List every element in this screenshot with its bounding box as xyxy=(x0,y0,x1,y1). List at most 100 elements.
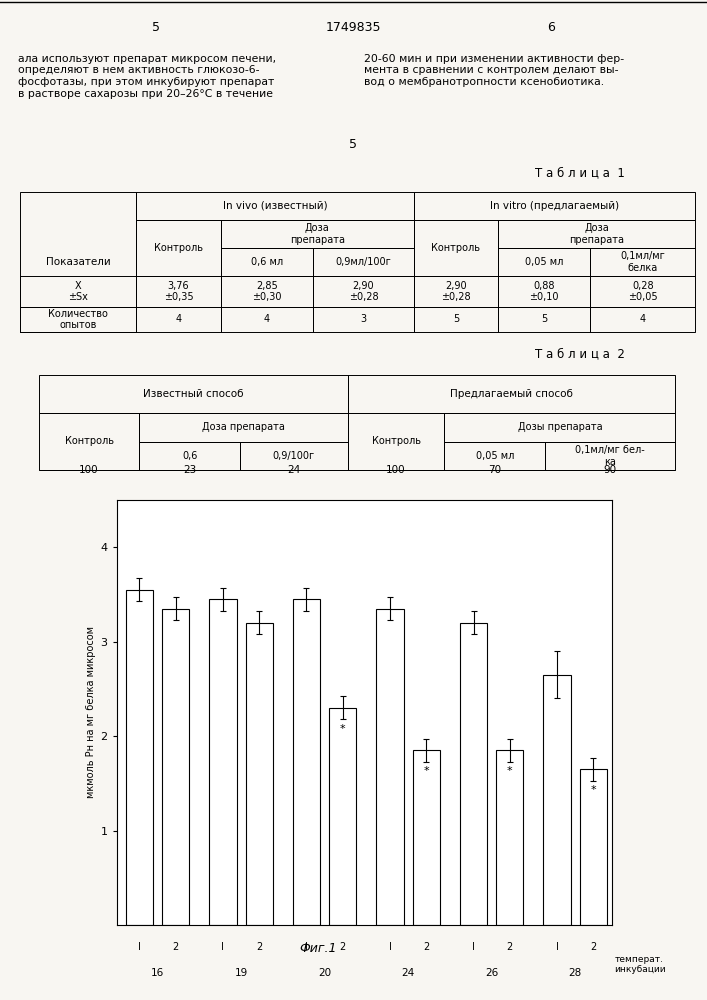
Text: In vitro (предлагаемый): In vitro (предлагаемый) xyxy=(490,201,619,211)
Bar xyxy=(544,675,571,925)
Text: 2: 2 xyxy=(590,942,597,952)
Bar xyxy=(39,413,139,470)
Text: 20-60 мин и при изменении активности фер-
мента в сравнении с контролем делают в: 20-60 мин и при изменении активности фер… xyxy=(364,54,624,87)
Text: 100: 100 xyxy=(386,465,406,475)
Text: Предлагаемый способ: Предлагаемый способ xyxy=(450,389,573,399)
Text: 20: 20 xyxy=(318,968,331,978)
Text: 5: 5 xyxy=(151,21,160,34)
Bar xyxy=(414,220,498,276)
Text: Дозы препарата: Дозы препарата xyxy=(518,422,602,432)
Text: ала используют препарат микросом печени,
определяют в нем активность глюкозо-6-
: ала используют препарат микросом печени,… xyxy=(18,54,276,99)
Text: температ.
инкубации: температ. инкубации xyxy=(614,955,666,974)
Text: 2,90
±0,28: 2,90 ±0,28 xyxy=(441,281,471,302)
Bar xyxy=(136,192,414,220)
Bar xyxy=(590,276,695,307)
Text: Доза
препарата: Доза препарата xyxy=(569,223,624,245)
Text: 2: 2 xyxy=(339,942,346,952)
Bar xyxy=(313,276,414,307)
Bar xyxy=(39,375,348,413)
Bar xyxy=(136,220,221,276)
Text: 19: 19 xyxy=(235,968,247,978)
Text: 5: 5 xyxy=(452,314,459,324)
Bar xyxy=(313,248,414,276)
Text: Количество
опытов: Количество опытов xyxy=(48,309,108,330)
Text: 16: 16 xyxy=(151,968,164,978)
Bar xyxy=(498,307,590,332)
Text: 26: 26 xyxy=(485,968,498,978)
Text: 2: 2 xyxy=(173,942,179,952)
Bar xyxy=(580,769,607,925)
Text: 0,6 мл: 0,6 мл xyxy=(251,257,283,267)
Text: *: * xyxy=(423,766,429,776)
Text: 2: 2 xyxy=(507,942,513,952)
Bar xyxy=(126,590,153,925)
Bar xyxy=(209,599,237,925)
Bar xyxy=(498,276,590,307)
Bar xyxy=(445,442,545,470)
Bar xyxy=(245,623,273,925)
Bar xyxy=(20,307,136,332)
Bar xyxy=(545,442,675,470)
Text: I: I xyxy=(221,942,224,952)
Text: 2,85
±0,30: 2,85 ±0,30 xyxy=(252,281,281,302)
Text: 0,6: 0,6 xyxy=(182,451,197,461)
Bar xyxy=(414,276,498,307)
Text: I: I xyxy=(138,942,141,952)
Bar xyxy=(414,192,695,220)
Bar xyxy=(136,307,221,332)
Bar xyxy=(460,623,487,925)
Text: 3: 3 xyxy=(361,314,366,324)
Text: In vivo (известный): In vivo (известный) xyxy=(223,201,327,211)
Text: 5: 5 xyxy=(541,314,547,324)
Bar xyxy=(590,307,695,332)
Bar xyxy=(413,750,440,925)
Text: Контроль: Контроль xyxy=(64,436,114,446)
Bar xyxy=(221,276,313,307)
Text: *: * xyxy=(590,785,596,795)
Bar xyxy=(240,442,348,470)
Text: Т а б л и ц а  2: Т а б л и ц а 2 xyxy=(534,348,625,360)
Bar xyxy=(498,220,695,248)
Text: 0,88
±0,10: 0,88 ±0,10 xyxy=(530,281,559,302)
Text: 2: 2 xyxy=(423,942,429,952)
Text: 4: 4 xyxy=(640,314,645,324)
Bar xyxy=(414,307,498,332)
Text: Доза
препарата: Доза препарата xyxy=(290,223,345,245)
Text: 90: 90 xyxy=(604,465,617,475)
Bar xyxy=(496,750,523,925)
Text: 4: 4 xyxy=(175,314,182,324)
Text: 1749835: 1749835 xyxy=(326,21,381,34)
Text: 70: 70 xyxy=(488,465,501,475)
Text: 2,90
±0,28: 2,90 ±0,28 xyxy=(349,281,378,302)
Bar xyxy=(20,192,136,332)
Text: *: * xyxy=(507,766,513,776)
Bar xyxy=(139,413,348,442)
Bar xyxy=(162,609,189,925)
Text: 24: 24 xyxy=(287,465,300,475)
Text: 24: 24 xyxy=(402,968,415,978)
Text: Т а б л и ц а  1: Т а б л и ц а 1 xyxy=(534,166,625,180)
Bar xyxy=(221,248,313,276)
Text: 23: 23 xyxy=(183,465,197,475)
Text: 2: 2 xyxy=(256,942,262,952)
Bar xyxy=(329,708,356,925)
Text: 0,28
±0,05: 0,28 ±0,05 xyxy=(628,281,658,302)
Bar xyxy=(590,248,695,276)
Bar xyxy=(139,442,240,470)
Text: 0,1мл/мг
белка: 0,1мл/мг белка xyxy=(620,251,665,273)
Bar xyxy=(221,220,414,248)
Text: 4: 4 xyxy=(264,314,270,324)
Bar xyxy=(221,307,313,332)
Text: Известный способ: Известный способ xyxy=(143,389,243,399)
Text: Контроль: Контроль xyxy=(154,243,203,253)
Text: 5: 5 xyxy=(349,138,358,151)
Bar xyxy=(498,248,590,276)
Text: 0,9мл/100г: 0,9мл/100г xyxy=(336,257,391,267)
Text: Доза препарата: Доза препарата xyxy=(202,422,285,432)
Bar xyxy=(293,599,320,925)
Text: 28: 28 xyxy=(568,968,582,978)
Text: I: I xyxy=(472,942,475,952)
Text: 0,1мл/мг бел-
ка: 0,1мл/мг бел- ка xyxy=(575,445,645,467)
Text: Фиг.1: Фиг.1 xyxy=(299,942,337,955)
Text: 3,76
±0,35: 3,76 ±0,35 xyxy=(164,281,193,302)
